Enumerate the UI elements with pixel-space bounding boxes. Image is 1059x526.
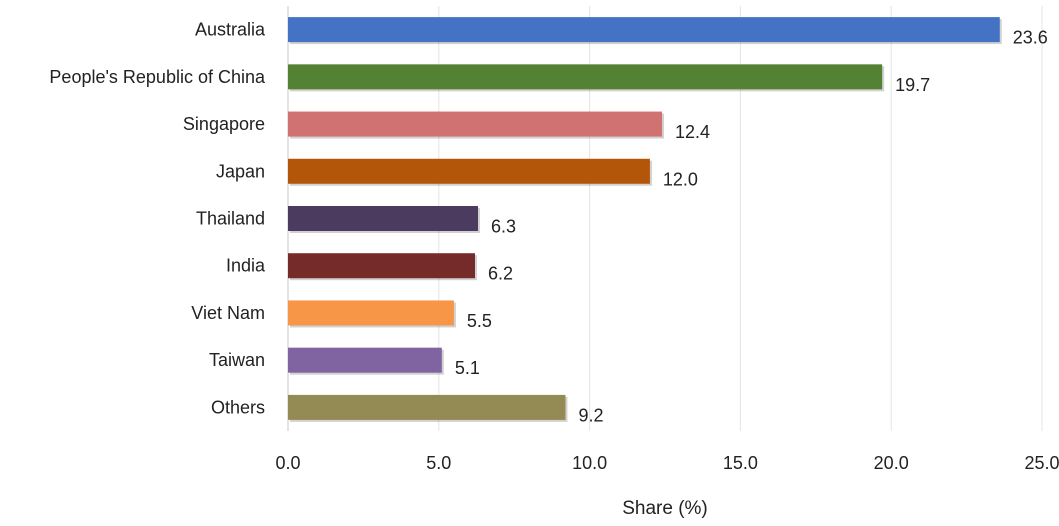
category-label-thailand: Thailand bbox=[196, 209, 265, 229]
category-labels: Australia People's Republic of China Singa… bbox=[49, 20, 266, 418]
category-label-viet-nam: Viet Nam bbox=[191, 303, 265, 323]
bar-taiwan bbox=[288, 347, 442, 373]
value-label-singapore: 12.4 bbox=[675, 122, 710, 142]
category-label-taiwan: Taiwan bbox=[209, 350, 265, 370]
category-label-singapore: Singapore bbox=[183, 114, 265, 134]
bar-viet-nam bbox=[288, 300, 454, 326]
x-tick-label: 20.0 bbox=[874, 453, 909, 473]
x-tick-label: 5.0 bbox=[426, 453, 451, 473]
value-label-australia: 23.6 bbox=[1013, 28, 1048, 48]
value-label-viet-nam: 5.5 bbox=[467, 311, 492, 331]
bar-india bbox=[288, 253, 475, 279]
x-tick-labels: 0.0 5.0 10.0 15.0 20.0 25.0 bbox=[275, 453, 1059, 473]
value-label-people-s-republic-of-china: 19.7 bbox=[895, 75, 930, 95]
category-label-australia: Australia bbox=[195, 20, 266, 40]
value-label-others: 9.2 bbox=[578, 405, 603, 425]
bars bbox=[288, 17, 1002, 422]
category-label-japan: Japan bbox=[216, 161, 265, 181]
category-label-people-s-republic-of-china: People's Republic of China bbox=[49, 67, 266, 87]
category-label-india: India bbox=[226, 256, 266, 276]
x-axis-title: Share (%) bbox=[622, 498, 708, 519]
bar-thailand bbox=[288, 206, 479, 231]
bar-people-s-republic-of-china bbox=[288, 64, 883, 90]
bar-others bbox=[288, 394, 566, 420]
x-tick-label: 0.0 bbox=[275, 453, 300, 473]
value-label-india: 6.2 bbox=[488, 264, 513, 284]
value-label-taiwan: 5.1 bbox=[455, 358, 480, 378]
x-tick-label: 10.0 bbox=[572, 453, 607, 473]
bar-japan bbox=[288, 158, 650, 184]
value-label-japan: 12.0 bbox=[663, 169, 698, 189]
x-tick-label: 15.0 bbox=[723, 453, 758, 473]
bar-australia bbox=[288, 17, 1000, 43]
bar-singapore bbox=[288, 111, 662, 137]
category-label-others: Others bbox=[211, 397, 265, 417]
value-label-thailand: 6.3 bbox=[491, 217, 516, 237]
value-labels: 23.6 19.7 12.4 12.0 6.3 6.2 5.5 5.1 9.2 bbox=[455, 28, 1048, 426]
x-tick-label: 25.0 bbox=[1024, 453, 1059, 473]
